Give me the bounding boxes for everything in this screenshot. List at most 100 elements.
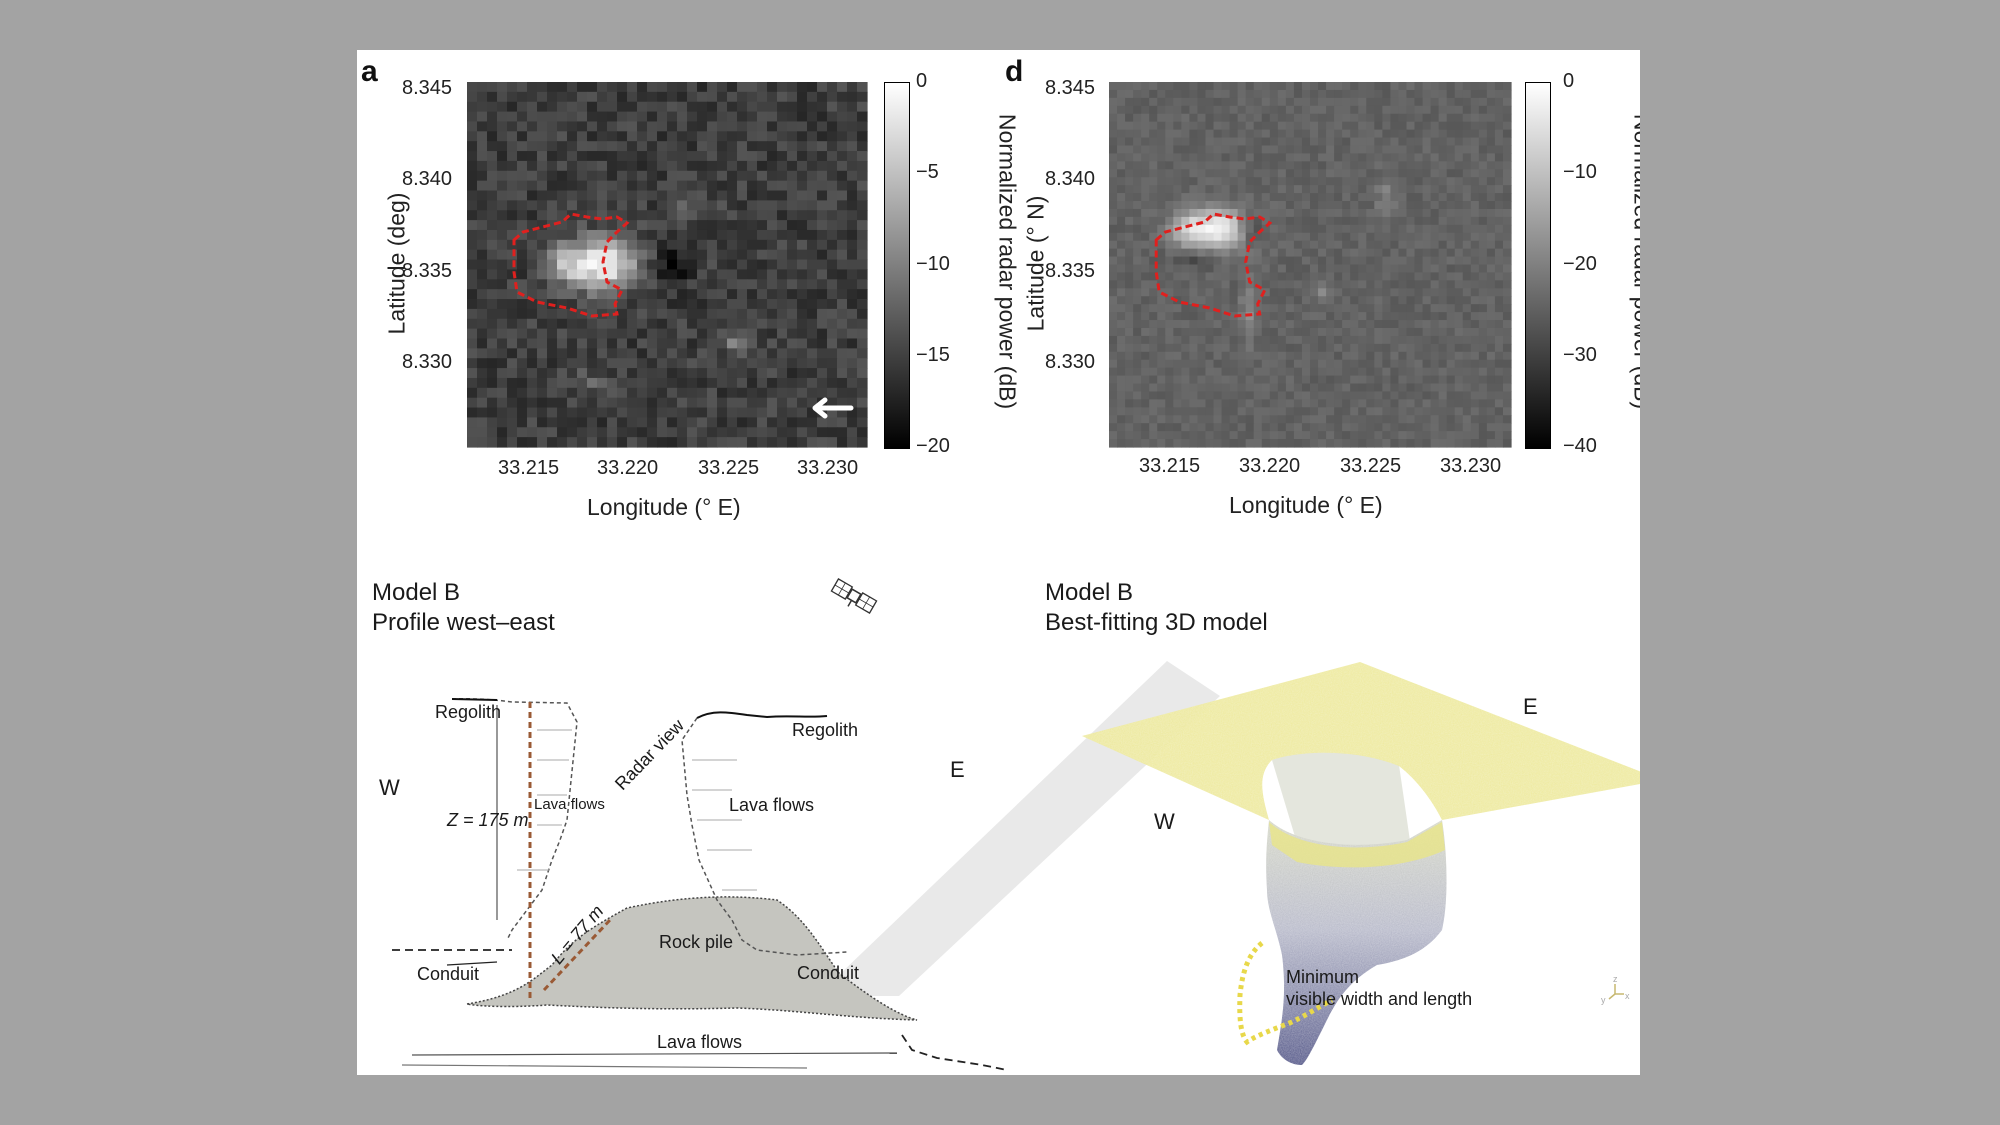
radar-pixel xyxy=(1478,256,1488,266)
radar-pixel xyxy=(1285,399,1295,408)
radar-pixel xyxy=(1109,407,1118,416)
radar-pixel xyxy=(1366,304,1375,313)
radar-pixel xyxy=(707,131,718,142)
radar-pixel xyxy=(1438,391,1448,400)
radar-pixel xyxy=(467,101,478,113)
radar-pixel xyxy=(787,91,798,103)
radar-pixel xyxy=(537,348,548,359)
a-ytick-2: 8.340 xyxy=(402,168,453,190)
radar-pixel xyxy=(507,160,518,172)
radar-pixel xyxy=(797,397,808,409)
radar-pixel xyxy=(767,338,778,349)
radar-pixel xyxy=(1285,383,1295,393)
radar-pixel xyxy=(1494,335,1504,345)
radar-pixel xyxy=(1221,105,1231,115)
radar-pixel xyxy=(547,387,558,399)
radar-pixel xyxy=(1462,169,1472,178)
radar-pixel xyxy=(1462,256,1472,266)
radar-pixel xyxy=(487,180,498,192)
radar-pixel xyxy=(1454,248,1464,258)
radar-pixel xyxy=(1269,320,1279,329)
radar-pixel xyxy=(1189,320,1199,329)
radar-pixel xyxy=(557,229,568,241)
radar-pixel xyxy=(1310,89,1319,99)
radar-pixel xyxy=(1229,423,1239,432)
radar-pixel xyxy=(607,220,618,231)
radar-pixel xyxy=(1438,359,1448,369)
radar-pixel xyxy=(697,160,708,172)
radar-pixel xyxy=(1502,129,1512,139)
radar-pixel xyxy=(827,131,838,142)
radar-pixel xyxy=(797,269,808,280)
radar-pixel xyxy=(1486,153,1496,162)
radar-pixel xyxy=(1285,256,1295,266)
radar-pixel xyxy=(677,82,688,93)
radar-pixel xyxy=(787,407,798,418)
radar-pixel xyxy=(1334,312,1343,321)
radar-pixel xyxy=(1462,232,1472,242)
radar-pixel xyxy=(1117,383,1126,393)
radar-pixel xyxy=(1301,439,1311,448)
radar-pixel xyxy=(1261,351,1271,361)
radar-pixel xyxy=(1326,97,1335,107)
radar-pixel xyxy=(587,121,598,132)
radar-pixel xyxy=(1334,351,1343,361)
radar-pixel xyxy=(1189,375,1199,385)
radar-pixel xyxy=(1334,288,1343,297)
radar-pixel xyxy=(1197,137,1207,147)
radar-pixel xyxy=(807,200,818,211)
radar-pixel xyxy=(1462,161,1472,170)
radar-pixel xyxy=(1189,399,1199,408)
radar-pixel xyxy=(1478,415,1488,424)
radar-pixel xyxy=(1382,193,1391,202)
radar-pixel xyxy=(487,289,498,300)
radar-pixel xyxy=(647,308,658,320)
radar-pixel xyxy=(597,407,608,418)
radar-pixel xyxy=(1430,288,1440,297)
radar-pixel xyxy=(857,180,868,192)
radar-pixel xyxy=(1165,375,1174,385)
radar-pixel xyxy=(1334,121,1343,131)
radar-pixel xyxy=(597,249,608,261)
radar-pixel xyxy=(1414,121,1424,131)
radar-pixel xyxy=(1470,312,1480,321)
model3d-label-east: E xyxy=(1523,694,1538,719)
radar-pixel xyxy=(1462,375,1472,385)
radar-pixel xyxy=(1173,145,1182,155)
radar-pixel xyxy=(527,397,538,409)
radar-pixel xyxy=(487,91,498,103)
radar-pixel xyxy=(1205,304,1215,313)
radar-pixel xyxy=(837,387,848,399)
radar-pixel xyxy=(1237,121,1247,131)
radar-pixel xyxy=(1494,399,1504,408)
radar-pixel xyxy=(1374,129,1383,139)
radar-pixel xyxy=(1422,351,1432,361)
radar-pixel xyxy=(497,338,508,349)
radar-pixel xyxy=(1502,375,1512,385)
radar-pixel xyxy=(827,358,838,369)
radar-pixel xyxy=(1422,224,1432,234)
radar-pixel xyxy=(537,308,548,320)
radar-pixel xyxy=(1205,383,1215,393)
radar-pixel xyxy=(1277,423,1287,432)
radar-pixel xyxy=(1245,327,1255,337)
radar-pixel xyxy=(1318,240,1327,250)
radar-pixel xyxy=(807,111,818,123)
radar-pixel xyxy=(1414,193,1424,202)
radar-pixel xyxy=(1398,137,1408,147)
radar-pixel xyxy=(607,358,618,369)
radar-pixel xyxy=(1237,399,1247,408)
radar-pixel xyxy=(1181,272,1190,281)
radar-pixel xyxy=(1133,296,1142,305)
radar-pixel xyxy=(1149,383,1158,393)
radar-pixel xyxy=(537,328,548,340)
radar-pixel xyxy=(1133,248,1142,258)
radar-pixel xyxy=(1486,383,1496,393)
radar-pixel xyxy=(1197,304,1207,313)
radar-pixel xyxy=(1277,343,1287,353)
radar-pixel xyxy=(507,91,518,103)
radar-pixel xyxy=(517,200,528,211)
radar-pixel xyxy=(1310,327,1319,337)
radar-pixel xyxy=(617,170,628,182)
radar-pixel xyxy=(1149,216,1158,226)
